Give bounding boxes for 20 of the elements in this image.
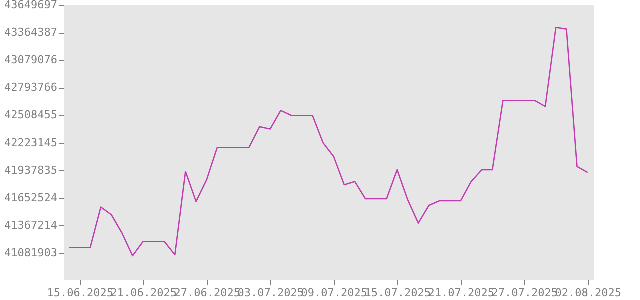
x-tick-label: 15.06.2025 [47, 286, 114, 300]
x-tick-label: 09.07.2025 [301, 286, 368, 300]
y-tick-label: 41937835 [4, 164, 58, 177]
y-tick-label: 41652524 [4, 191, 58, 204]
x-tick-label: 02.08.2025 [555, 286, 622, 300]
y-tick-label: 41367214 [4, 218, 58, 232]
y-tick-label: 41081903 [4, 246, 58, 260]
y-tick-label: 42223145 [4, 136, 58, 150]
x-tick-label: 03.07.2025 [238, 286, 304, 300]
y-tick-label: 43649697 [4, 0, 58, 12]
x-tick-label: 21.06.2025 [110, 286, 177, 300]
x-tick-label: 27.06.2025 [174, 286, 240, 300]
x-tick-label: 27.07.2025 [492, 286, 558, 300]
x-tick-label: 15.07.2025 [364, 286, 431, 300]
line-series [68, 27, 588, 257]
y-tick-label: 42793766 [4, 81, 58, 94]
y-tick-label: 43364387 [4, 26, 58, 40]
x-tick-label: 21.07.2025 [428, 286, 494, 300]
y-tick-label: 43079076 [4, 54, 58, 67]
y-tick-label: 42508455 [4, 108, 58, 122]
